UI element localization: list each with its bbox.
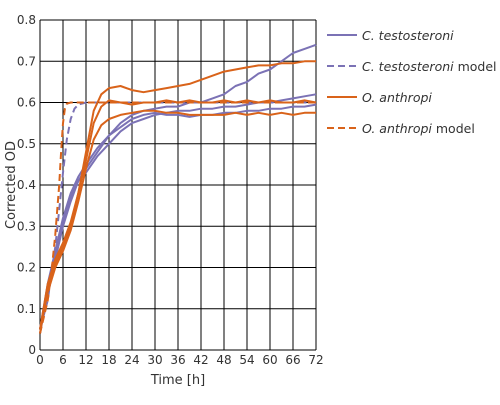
series-line-c_testosteroni-replicate-1 (39, 43, 317, 334)
y-tick-label: 0.2 (17, 261, 36, 275)
y-tick-label: 0.8 (17, 13, 36, 27)
legend-item: C. testosteroni model (327, 59, 497, 74)
y-tick-label: 0.7 (17, 54, 36, 68)
y-tick-label: 0.3 (17, 219, 36, 233)
x-tick-label: 6 (59, 353, 67, 367)
legend-species-name: C. testosteroni (362, 28, 454, 43)
legend-suffix: model (454, 59, 497, 74)
x-tick-label: 12 (78, 353, 93, 367)
y-tick-label: 0 (28, 343, 36, 357)
series-line-o_anthropi-replicate-2 (39, 99, 317, 330)
legend-label: C. testosteroni (362, 28, 454, 43)
x-tick-label: 0 (36, 353, 44, 367)
legend-item: C. testosteroni (327, 28, 454, 43)
x-tick-label: 54 (239, 353, 254, 367)
x-tick-label: 36 (170, 353, 185, 367)
y-tick-label: 0.5 (17, 137, 36, 151)
x-axis-title: Time [h] (150, 373, 205, 388)
legend-species-name: O. anthropi (362, 121, 432, 136)
series-lines (39, 43, 317, 334)
x-tick-label: 24 (124, 353, 139, 367)
x-tick-label: 60 (262, 353, 277, 367)
x-tick-label: 72 (308, 353, 323, 367)
axes: Time [h] Corrected OD 0 6 12 18 24 30 36 42 48 54… (4, 13, 324, 388)
x-tick-label: 48 (216, 353, 231, 367)
series-line-o_anthropi-replicate-3 (39, 109, 316, 330)
x-tick-label: 42 (193, 353, 208, 367)
y-tick-label: 0.6 (17, 96, 36, 110)
legend-label: C. testosteroni model (362, 59, 497, 74)
grid-lines (39, 19, 317, 351)
legend-label: O. anthropi (362, 90, 432, 105)
legend-label: O. anthropi model (362, 121, 475, 136)
y-tick-label: 0.4 (17, 178, 36, 192)
x-tick-label: 30 (147, 353, 162, 367)
legend-species-name: C. testosteroni (362, 59, 454, 74)
legend-item: O. anthropi model (327, 121, 475, 136)
series-line-o_anthropi-model (39, 101, 316, 334)
series-line-c_testosteroni-model (39, 101, 316, 330)
x-tick-label: 18 (101, 353, 116, 367)
series-line-c_testosteroni-replicate-3 (39, 103, 317, 330)
legend-suffix: model (432, 121, 475, 136)
x-tick-label: 66 (285, 353, 300, 367)
y-tick-label: 0.1 (17, 302, 36, 316)
legend-species-name: O. anthropi (362, 90, 432, 105)
y-axis-title: Corrected OD (4, 141, 19, 229)
legend-item: O. anthropi (327, 90, 432, 105)
